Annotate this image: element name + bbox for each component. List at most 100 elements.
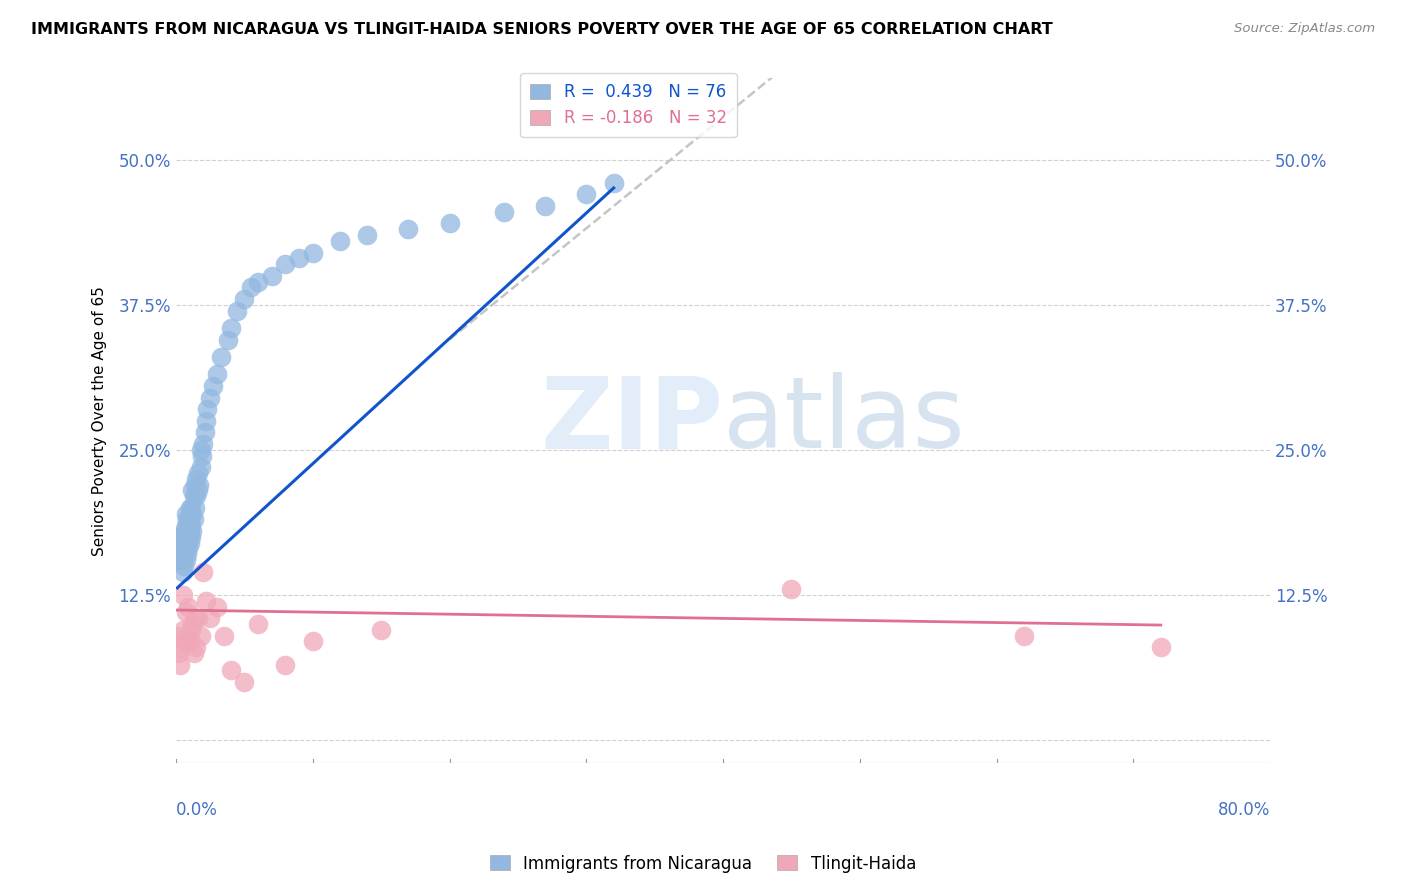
Point [181,616,204,631]
Point [398,222,420,236]
Point [288,252,311,266]
Point [181,507,204,521]
Point [166,553,188,567]
Text: Source: ZipAtlas.com: Source: ZipAtlas.com [1234,22,1375,36]
Point [190,442,212,457]
Point [174,530,197,544]
Point [205,368,228,382]
Point [180,623,202,637]
Legend: Immigrants from Nicaragua, Tlingit-Haida: Immigrants from Nicaragua, Tlingit-Haida [484,848,922,880]
Point [174,553,197,567]
Point [201,379,224,393]
Point [183,646,205,660]
Point [167,541,190,556]
Point [191,449,214,463]
Text: IMMIGRANTS FROM NICARAGUA VS TLINGIT-HAIDA SENIORS POVERTY OVER THE AGE OF 65 CO: IMMIGRANTS FROM NICARAGUA VS TLINGIT-HAI… [31,22,1053,37]
Text: 0.0%: 0.0% [176,801,218,819]
Point [173,558,195,573]
Point [172,588,194,602]
Point [172,530,194,544]
Point [172,623,194,637]
Point [169,547,191,561]
Point [180,530,202,544]
Point [184,500,207,515]
Point [179,634,201,648]
Point [329,234,352,248]
Point [179,500,201,515]
Point [179,535,201,549]
Point [194,425,217,440]
Point [179,512,201,526]
Point [205,599,228,614]
Point [174,541,197,556]
Point [260,268,283,283]
Point [219,664,242,678]
Point [198,611,221,625]
Point [1012,629,1035,643]
Point [1150,640,1173,655]
Point [226,303,249,318]
Point [356,228,378,243]
Point [173,524,195,538]
Point [193,437,215,451]
Point [240,280,263,294]
Text: 80.0%: 80.0% [1218,801,1270,819]
Point [197,402,219,417]
Point [183,512,205,526]
Point [173,535,195,549]
Point [190,460,212,475]
Point [190,629,212,643]
Point [219,321,242,335]
Point [169,657,191,672]
Point [180,500,202,515]
Point [179,524,201,538]
Point [177,512,200,526]
Point [212,629,235,643]
Point [188,477,211,491]
Point [233,675,256,690]
Point [246,616,269,631]
Point [187,466,209,480]
Point [370,623,392,637]
Text: ZIP: ZIP [540,372,723,469]
Point [301,245,323,260]
Point [181,524,204,538]
Point [195,593,218,607]
Text: atlas: atlas [723,372,965,469]
Point [186,472,208,486]
Point [166,629,188,643]
Point [176,547,198,561]
Point [602,176,624,190]
Point [181,483,204,498]
Point [174,507,197,521]
Point [170,640,193,655]
Point [274,257,297,271]
Point [198,391,221,405]
Point [534,199,557,213]
Point [172,553,194,567]
Point [780,582,803,596]
Point [167,646,190,660]
Point [169,530,191,544]
Point [233,292,256,306]
Legend: R =  0.439   N = 76, R = -0.186   N = 32: R = 0.439 N = 76, R = -0.186 N = 32 [520,73,737,137]
Point [494,205,516,219]
Point [176,535,198,549]
Point [173,634,195,648]
Point [170,553,193,567]
Point [180,518,202,533]
Point [173,547,195,561]
Point [184,477,207,491]
Point [187,483,209,498]
Point [176,512,198,526]
Point [217,333,239,347]
Point [246,275,269,289]
Point [176,634,198,648]
Point [183,489,205,503]
Point [187,611,209,625]
Point [575,187,598,202]
Point [170,541,193,556]
Point [184,611,207,625]
Point [177,530,200,544]
Point [172,565,194,579]
